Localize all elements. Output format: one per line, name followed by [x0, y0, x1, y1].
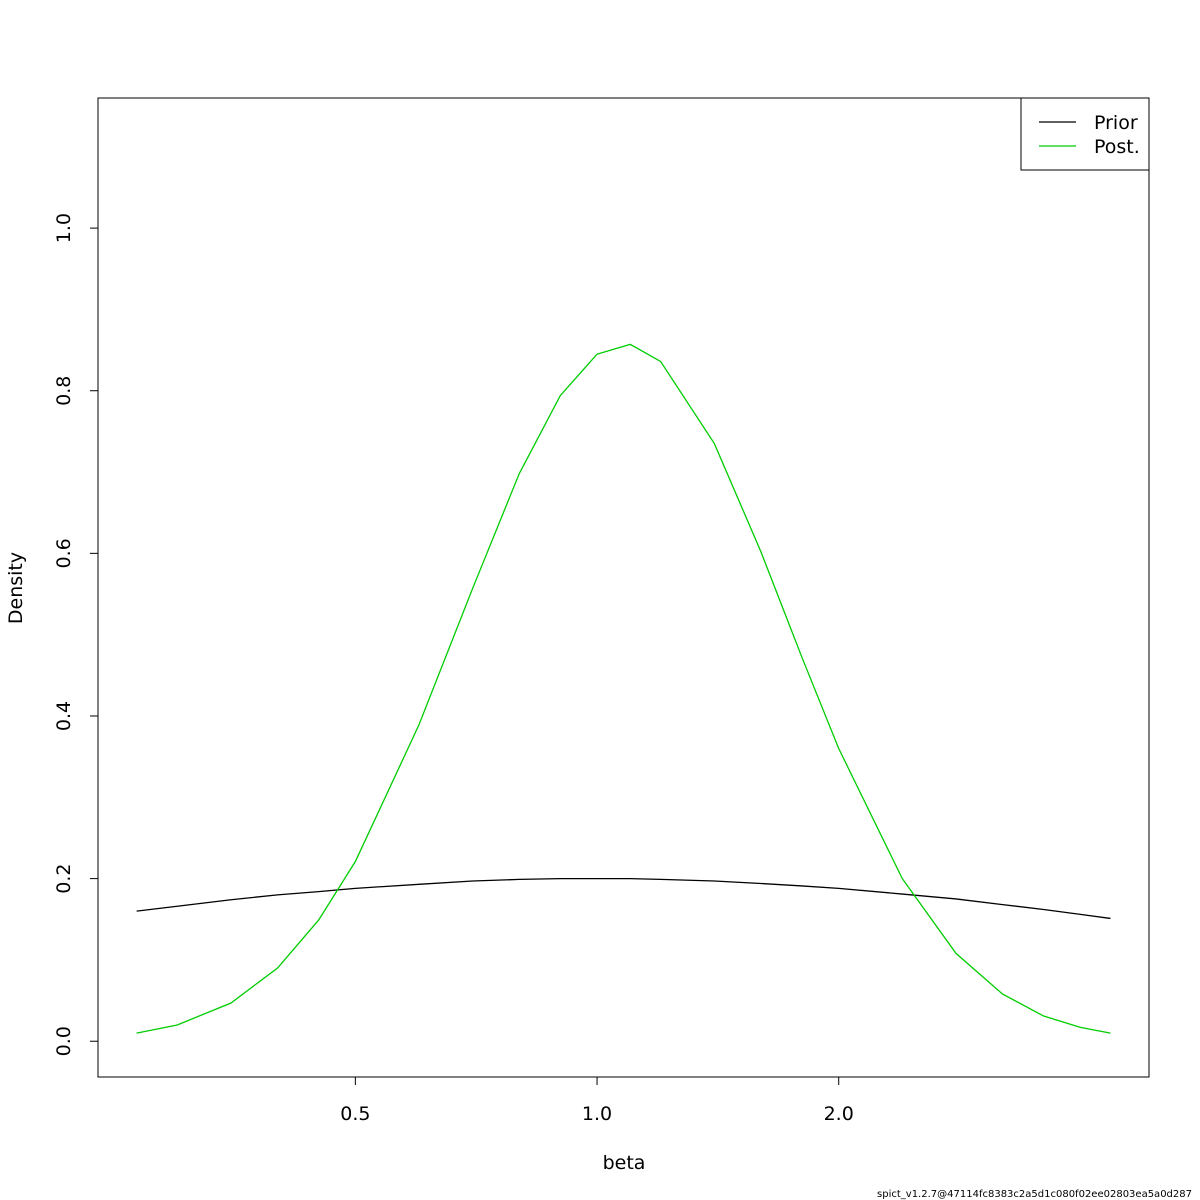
legend-label: Prior [1094, 112, 1138, 134]
y-tick-label: 0.0 [53, 1026, 75, 1056]
plot-frame [97, 97, 1150, 1078]
series-line [136, 877, 1111, 920]
y-axis-label: Density [5, 552, 27, 624]
footnote: spict_v1.2.7@47114fc8383c2a5d1c080f02ee0… [877, 1189, 1192, 1200]
x-axis-label: beta [603, 1152, 646, 1174]
y-tick-label: 0.2 [53, 863, 75, 893]
y-tick-label: 0.4 [53, 701, 75, 731]
x-tick-label: 0.5 [340, 1103, 370, 1125]
y-tick-label: 0.6 [53, 538, 75, 568]
series-line [136, 343, 1111, 1034]
x-tick-label: 2.0 [824, 1103, 854, 1125]
y-tick-label: 1.0 [53, 213, 75, 243]
y-tick-label: 0.8 [53, 376, 75, 406]
legend-label: Post. [1094, 136, 1140, 158]
x-tick-label: 1.0 [582, 1103, 612, 1125]
legend-box [1020, 97, 1150, 171]
